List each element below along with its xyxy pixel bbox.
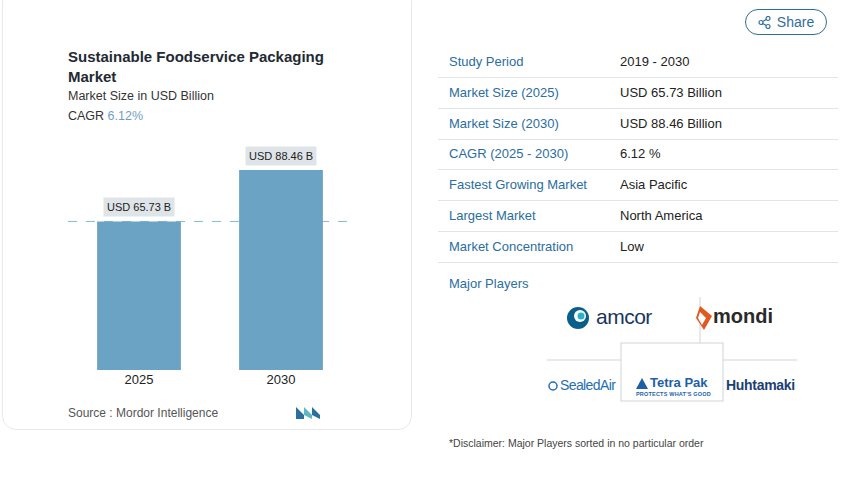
html-text:USD 88.46 Billion: USD 88.46 Billion: [620, 115, 722, 131]
html-text:CAGR (2025 - 2030): CAGR (2025 - 2030): [449, 146, 569, 162]
html-text:mondi: mondi: [713, 305, 773, 327]
html-text:Low: Low: [620, 238, 644, 254]
html-text:North America: North America: [620, 208, 703, 223]
html-text:Tetra Pak: Tetra Pak: [650, 375, 708, 390]
svg-text:2030: 2030: [267, 372, 296, 387]
svg-text:2025: 2025: [125, 372, 154, 387]
html-text:6.12 %: 6.12 %: [620, 146, 661, 162]
html-text:Market Size (2030): Market Size (2030): [449, 115, 559, 131]
html-text:Market Concentration: Market Concentration: [449, 238, 574, 254]
html-text:CAGR 6.12%: CAGR 6.12%: [68, 109, 143, 123]
html-text:Sustainable Foodservice Packag: Sustainable Foodservice Packaging Market: [68, 48, 324, 85]
html-text:PROTECTS WHAT'S GOOD: PROTECTS WHAT'S GOOD: [636, 391, 711, 397]
html-text:Largest Market: Largest Market: [449, 208, 536, 223]
html-text:Study Period: Study Period: [449, 54, 524, 69]
html-text:2019 - 2030: 2019 - 2030: [620, 54, 690, 69]
html-text:Market Size in USD Billion: Market Size in USD Billion: [68, 89, 214, 103]
html-text:*Disclaimer: Major Players sor: *Disclaimer: Major Players sorted in no …: [449, 437, 704, 449]
html-text:Share: Share: [776, 14, 815, 30]
html-text:amcor: amcor: [596, 305, 652, 328]
html-text:SealedAir: SealedAir: [560, 377, 616, 393]
html-text:Fastest Growing Market: Fastest Growing Market: [449, 177, 587, 193]
html-text:Asia Pacific: Asia Pacific: [620, 177, 688, 193]
html-text:Market Size (2025): Market Size (2025): [449, 84, 559, 100]
html-text:Major Players: Major Players: [449, 276, 529, 291]
html-text:Source : Mordor Intelligence: Source : Mordor Intelligence: [68, 406, 219, 420]
svg-text:USD 65.73 B: USD 65.73 B: [107, 201, 171, 213]
svg-text:USD 88.46 B: USD 88.46 B: [249, 150, 313, 162]
html-text:Huhtamaki: Huhtamaki: [726, 377, 795, 393]
html-text:USD 65.73 Billion: USD 65.73 Billion: [620, 84, 722, 100]
